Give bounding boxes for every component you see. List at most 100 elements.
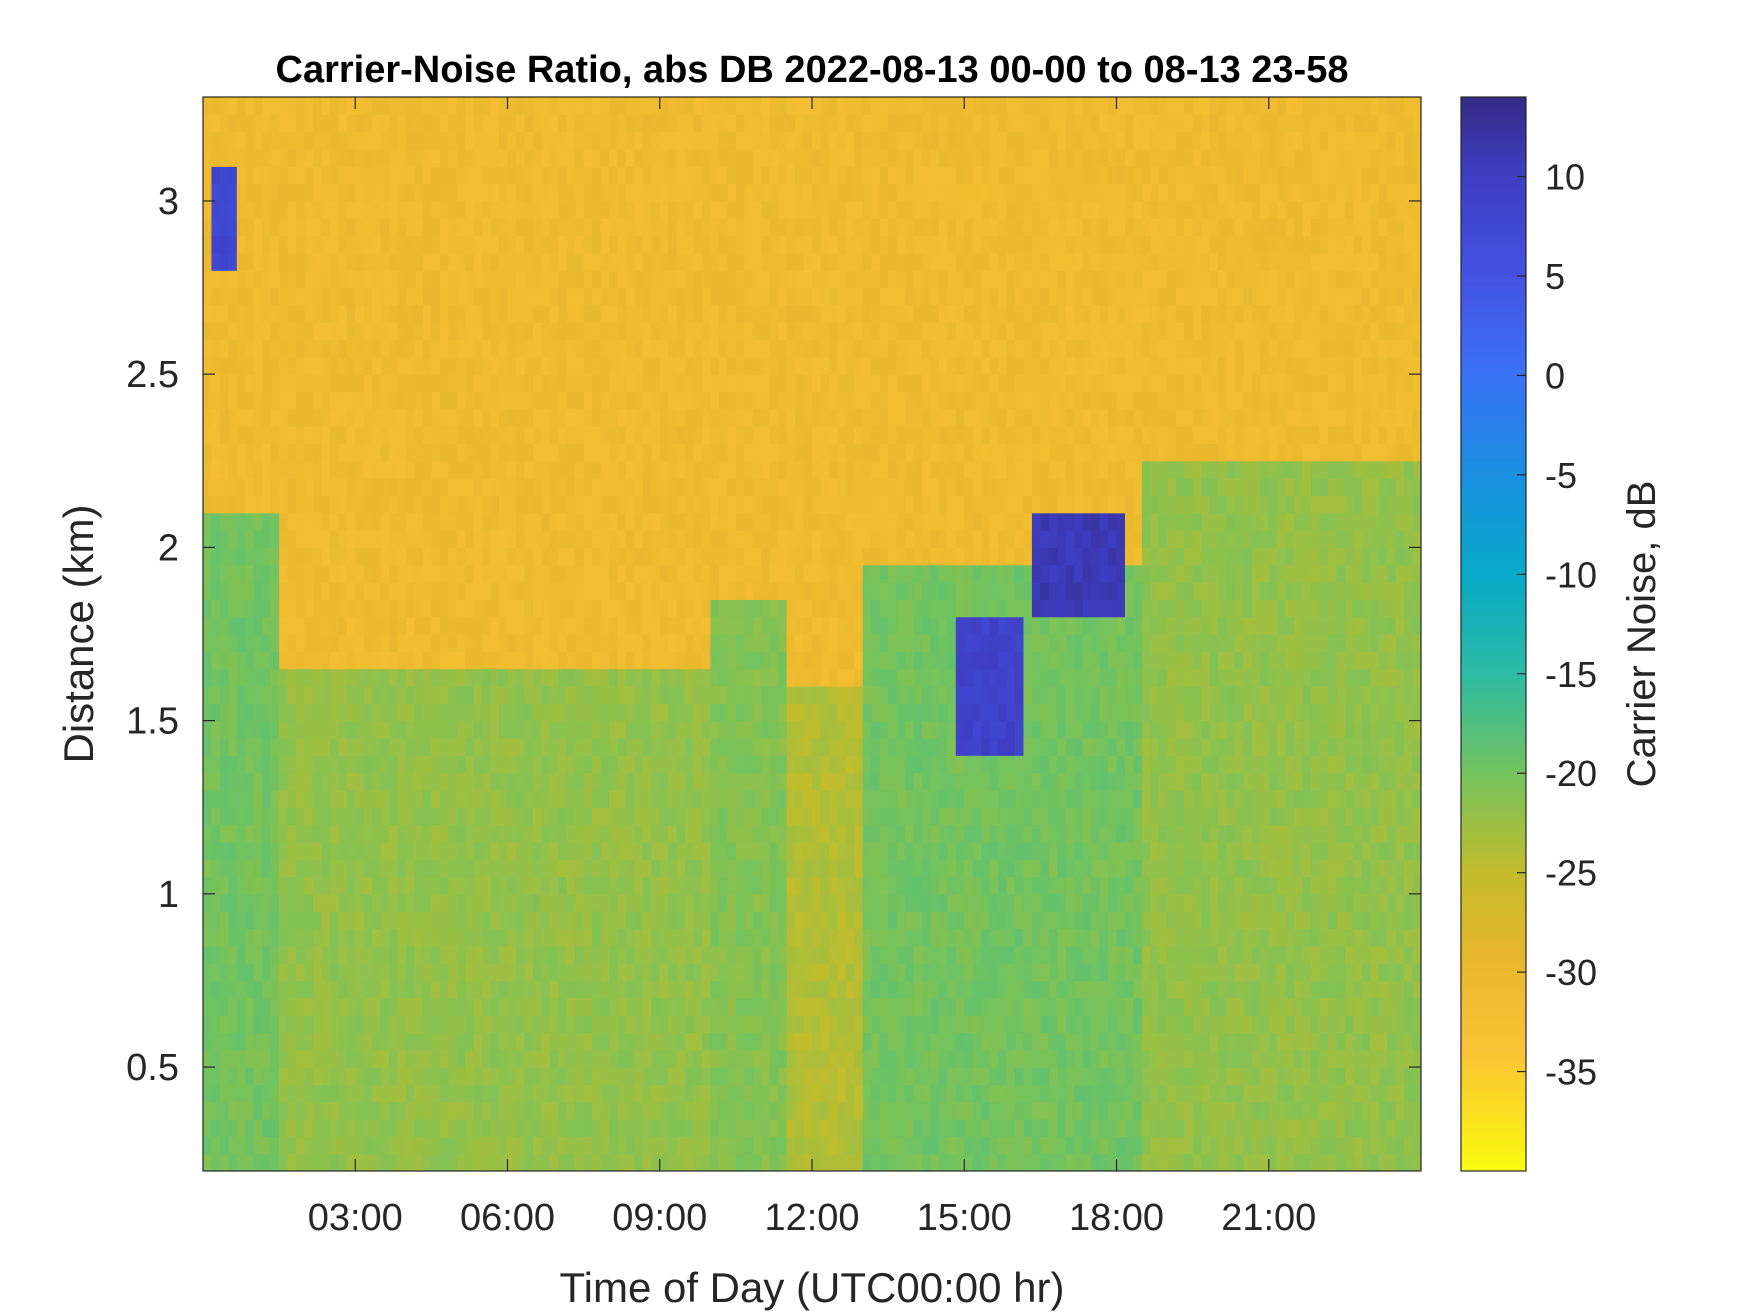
heatmap-cell xyxy=(279,131,289,150)
heatmap-cell xyxy=(346,1067,356,1085)
heatmap-cell xyxy=(871,616,881,635)
heatmap-cell xyxy=(625,859,635,878)
heatmap-cell xyxy=(312,1067,323,1085)
heatmap-cell xyxy=(854,547,864,566)
heatmap-cell xyxy=(617,131,627,150)
heatmap-cell xyxy=(854,1067,864,1085)
heatmap-cell xyxy=(414,945,424,964)
heatmap-cell xyxy=(380,131,390,150)
heatmap-cell xyxy=(685,737,695,756)
heatmap-cell xyxy=(828,789,838,808)
heatmap-cell xyxy=(685,512,695,531)
heatmap-cell xyxy=(676,755,686,774)
heatmap-cell xyxy=(236,252,246,271)
heatmap-cell xyxy=(549,1153,559,1171)
heatmap-cell xyxy=(279,426,289,445)
heatmap-cell xyxy=(439,928,449,947)
heatmap-cell xyxy=(236,893,246,912)
heatmap-cell xyxy=(634,599,644,618)
heatmap-cell xyxy=(380,408,390,427)
heatmap-cell xyxy=(203,287,213,306)
heatmap-cell xyxy=(524,356,534,375)
heatmap-cell xyxy=(685,408,695,427)
heatmap-cell xyxy=(702,547,712,566)
heatmap-cell xyxy=(253,304,263,323)
heatmap-cell xyxy=(515,270,526,289)
heatmap-cell xyxy=(456,824,466,843)
heatmap-cell xyxy=(346,200,356,219)
heatmap-cell xyxy=(659,495,669,514)
heatmap-cell xyxy=(439,374,449,393)
heatmap-cell xyxy=(448,114,458,133)
heatmap-cell xyxy=(786,200,796,219)
heatmap-cell xyxy=(338,616,348,635)
heatmap-cell xyxy=(702,443,712,462)
heatmap-cell xyxy=(812,1049,822,1068)
heatmap-cell xyxy=(549,1084,559,1103)
heatmap-cell xyxy=(414,114,424,133)
heatmap-cell xyxy=(287,616,297,635)
heatmap-cell xyxy=(211,980,221,999)
heatmap-cell xyxy=(600,1015,610,1034)
heatmap-cell xyxy=(871,148,881,167)
heatmap-cell xyxy=(245,512,255,531)
heatmap-cell xyxy=(363,148,373,167)
heatmap-cell xyxy=(532,322,542,341)
heatmap-cell xyxy=(761,131,771,150)
heatmap-cell xyxy=(693,287,703,306)
heatmap-cell xyxy=(439,789,449,808)
heatmap-cell xyxy=(549,1015,559,1034)
heatmap-cell xyxy=(465,755,475,774)
heatmap-cell xyxy=(279,460,289,479)
heatmap-cell xyxy=(803,963,813,982)
heatmap-cell xyxy=(312,634,323,652)
heatmap-cell xyxy=(287,1049,297,1068)
heatmap-cell xyxy=(219,668,229,687)
heatmap-cell xyxy=(380,339,390,358)
heatmap-cell xyxy=(304,374,314,393)
heatmap-cell xyxy=(406,685,416,704)
heatmap-cell xyxy=(795,997,805,1016)
heatmap-cell xyxy=(439,547,449,566)
heatmap-cell xyxy=(236,668,246,687)
heatmap-cell xyxy=(786,963,796,982)
heatmap-cell xyxy=(702,512,712,531)
heatmap-cell xyxy=(558,616,568,635)
heatmap-cell xyxy=(549,530,559,548)
heatmap-cell xyxy=(245,824,255,843)
heatmap-cell xyxy=(236,755,246,774)
heatmap-cell xyxy=(482,772,492,791)
heatmap-cell xyxy=(439,1153,449,1171)
heatmap-cell xyxy=(372,1136,382,1155)
heatmap-cell xyxy=(617,893,627,912)
heatmap-cell xyxy=(448,564,458,583)
heatmap-cell xyxy=(854,1136,864,1155)
heatmap-cell xyxy=(566,97,576,115)
heatmap-cell xyxy=(448,945,458,964)
heatmap-cell xyxy=(812,252,822,271)
heatmap-cell xyxy=(566,304,576,323)
heatmap-cell xyxy=(803,1067,813,1085)
heatmap-cell xyxy=(609,356,619,375)
heatmap-cell xyxy=(845,824,855,843)
heatmap-cell xyxy=(625,530,635,548)
heatmap-cell xyxy=(812,599,822,618)
heatmap-cell xyxy=(439,859,449,878)
heatmap-cell xyxy=(321,685,331,704)
heatmap-cell xyxy=(828,772,838,791)
heatmap-cell xyxy=(668,1153,678,1171)
heatmap-cell xyxy=(287,651,297,670)
heatmap-cell xyxy=(524,807,534,826)
heatmap-cell xyxy=(473,426,483,445)
heatmap-cell xyxy=(465,1101,475,1120)
heatmap-cell xyxy=(617,443,627,462)
heatmap-cell xyxy=(668,841,678,860)
heatmap-cell xyxy=(515,426,526,445)
heatmap-cell xyxy=(592,1119,602,1137)
heatmap-cell xyxy=(795,945,805,964)
heatmap-cell xyxy=(338,564,348,583)
heatmap-cell xyxy=(566,252,576,271)
heatmap-cell xyxy=(592,270,602,289)
heatmap-cell xyxy=(414,582,424,600)
heatmap-cell xyxy=(482,703,492,722)
